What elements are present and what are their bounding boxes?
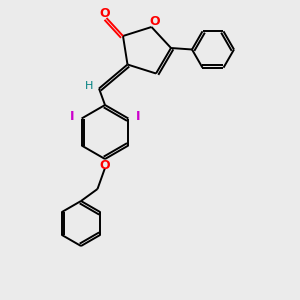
Text: O: O [149, 15, 160, 28]
Text: I: I [136, 110, 140, 124]
Text: O: O [100, 7, 110, 20]
Text: O: O [100, 159, 110, 172]
Text: I: I [70, 110, 74, 124]
Text: H: H [85, 80, 94, 91]
